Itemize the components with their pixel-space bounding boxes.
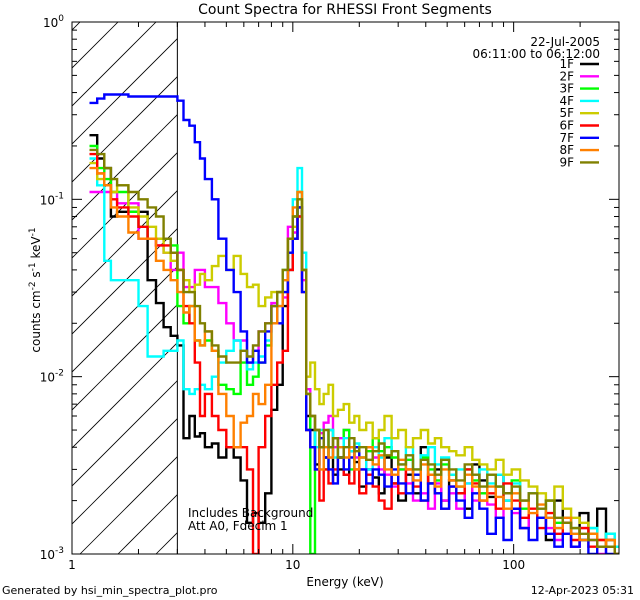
y-tick-label: 10-1 bbox=[40, 191, 64, 207]
hatch-line bbox=[72, 418, 178, 525]
series-5F-line bbox=[89, 161, 619, 554]
legend-label-1F: 1F bbox=[559, 57, 574, 71]
hatch-line bbox=[72, 22, 119, 69]
x-tick-label: 1 bbox=[68, 558, 76, 572]
legend-label-4F: 4F bbox=[559, 94, 574, 108]
hatch-line bbox=[72, 22, 157, 107]
x-axis-label: Energy (keV) bbox=[306, 575, 383, 589]
generated-by-label: Generated by hsi_min_spectra_plot.pro bbox=[2, 584, 218, 597]
y-axis-label: counts cm-2 s-1 keV-1 bbox=[28, 227, 43, 352]
y-tick-label: 10-3 bbox=[40, 546, 64, 562]
hatch-line bbox=[72, 38, 178, 145]
hatch-line bbox=[72, 380, 178, 487]
hatch-line bbox=[72, 190, 178, 297]
legend-label-2F: 2F bbox=[559, 69, 574, 83]
legend-label-7F: 7F bbox=[559, 131, 574, 145]
legend-label-6F: 6F bbox=[559, 119, 574, 133]
timestamp-label: 12-Apr-2023 05:31 bbox=[530, 584, 634, 597]
annotation-attenuator: Att A0, Fdecim 1 bbox=[188, 519, 288, 533]
x-tick-label: 10 bbox=[285, 558, 300, 572]
x-tick-labels: 1 10 100 bbox=[68, 558, 525, 572]
axis-ticks bbox=[71, 22, 620, 555]
y-tick-label: 10-2 bbox=[40, 369, 64, 385]
plot-frame bbox=[71, 21, 620, 555]
series-layer bbox=[89, 93, 619, 554]
y-tick-labels: 100 10-1 10-2 10-3 bbox=[40, 14, 65, 562]
legend-label-8F: 8F bbox=[559, 143, 574, 157]
legend-label-3F: 3F bbox=[559, 82, 574, 96]
hatch-line bbox=[72, 152, 178, 259]
annotation-background: Includes Background bbox=[188, 506, 313, 520]
legend-label-5F: 5F bbox=[559, 106, 574, 120]
x-tick-label: 100 bbox=[502, 558, 525, 572]
date-label: 22-Jul-2005 bbox=[530, 35, 600, 49]
legend-label-9F: 9F bbox=[559, 155, 574, 169]
y-tick-label: 100 bbox=[43, 14, 64, 30]
hatch-line bbox=[72, 228, 178, 335]
chart-title: Count Spectra for RHESSI Front Segments bbox=[198, 2, 492, 18]
time-range-label: 06:11:00 to 06:12:00 bbox=[473, 47, 600, 61]
series-9F-line bbox=[89, 148, 619, 554]
